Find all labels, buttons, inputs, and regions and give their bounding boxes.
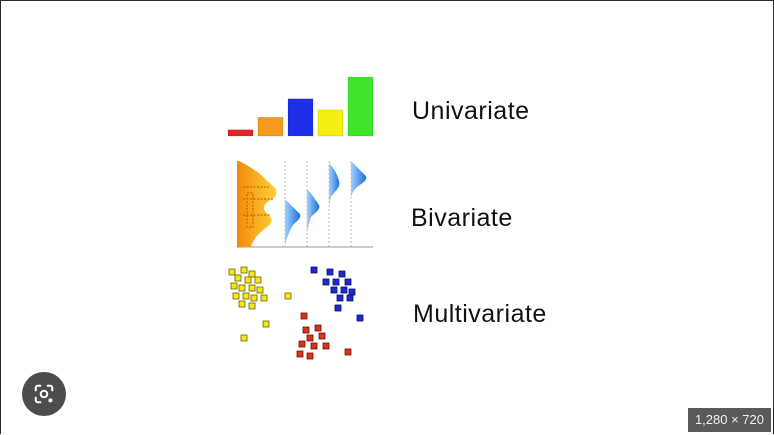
- bar-5: [347, 76, 374, 137]
- distribution-chart-icon: [237, 161, 373, 249]
- image-dimensions-badge: 1,280 × 720: [687, 408, 771, 432]
- univariate-label: Univariate: [412, 97, 530, 125]
- bar-3: [287, 98, 314, 137]
- bar-1: [227, 129, 254, 137]
- lens-search-button[interactable]: [22, 372, 66, 416]
- bar-4: [317, 109, 344, 137]
- scatter-clusters-icon: [228, 266, 364, 360]
- bar-chart-icon: [227, 76, 374, 137]
- lens-search-icon: [34, 384, 54, 404]
- multivariate-label: Multivariate: [413, 300, 547, 328]
- bivariate-label: Bivariate: [411, 204, 513, 232]
- bar-2: [257, 117, 284, 137]
